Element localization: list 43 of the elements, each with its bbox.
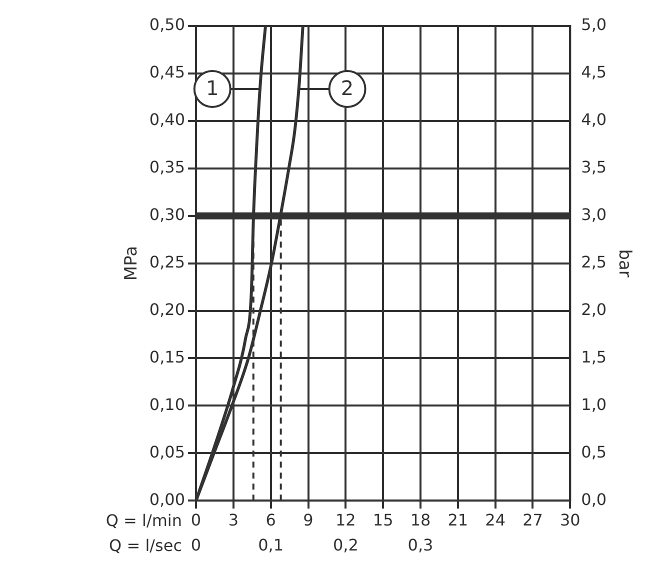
legend-label: 2 — [340, 76, 354, 100]
y-tick-label: 0,30 — [149, 204, 186, 224]
x-tick-label: 15 — [372, 510, 394, 530]
y-tick-label: 0,10 — [149, 394, 186, 414]
x-tick-label: 3 — [228, 510, 239, 530]
y2-tick-label: 5,0 — [581, 15, 607, 34]
x-tick-label: 24 — [485, 510, 506, 530]
y2-tick-label: 2,0 — [581, 300, 607, 319]
y-tick-label: 0,45 — [149, 62, 186, 82]
x2-tick-label: 0,3 — [408, 536, 434, 555]
y2-tick-label: 3,5 — [581, 158, 607, 177]
x-tick-label: 12 — [335, 510, 356, 530]
y2-tick-label: 1,0 — [581, 394, 607, 414]
x2-tick-label: 0,1 — [258, 536, 284, 555]
y-tick-label: 0,50 — [149, 15, 186, 34]
x-axis-title: Q = l/min — [106, 510, 182, 530]
y-tick-label: 0,35 — [149, 158, 186, 177]
y-tick-label: 0,00 — [149, 490, 186, 509]
text: 1 — [206, 76, 219, 100]
y-tick-label: 0,40 — [149, 110, 186, 130]
y2-tick-label: 0,0 — [581, 490, 607, 509]
y-tick-label: 0,05 — [149, 442, 186, 462]
y2-tick-label: 1,5 — [581, 347, 607, 366]
y-axis-title: MPa — [122, 246, 142, 281]
x-tick-label: 30 — [560, 510, 580, 530]
y2-tick-label: 4,0 — [581, 110, 607, 130]
x2-tick-label: 0,2 — [332, 536, 358, 555]
x2-axis-title: Q = l/sec — [109, 536, 182, 555]
x-tick-label: 9 — [303, 510, 314, 530]
y-tick-label: 0,15 — [149, 347, 186, 366]
x2-tick-label: 0 — [190, 536, 202, 555]
y2-tick-label: 0,5 — [581, 442, 607, 462]
y2-tick-label: 2,5 — [581, 252, 607, 272]
y2-axis-title: bar — [614, 249, 634, 278]
x-tick-label: 18 — [410, 510, 431, 530]
y-tick-label: 0,25 — [149, 252, 186, 272]
x-tick-label: 0 — [190, 510, 202, 530]
x-tick-label: 27 — [522, 510, 543, 530]
y2-tick-label: 3,0 — [581, 204, 607, 224]
y2-tick-label: 4,5 — [581, 62, 607, 82]
x-tick-label: 6 — [266, 510, 276, 530]
y-tick-label: 0,20 — [149, 300, 186, 319]
x-tick-label: 21 — [448, 510, 468, 530]
